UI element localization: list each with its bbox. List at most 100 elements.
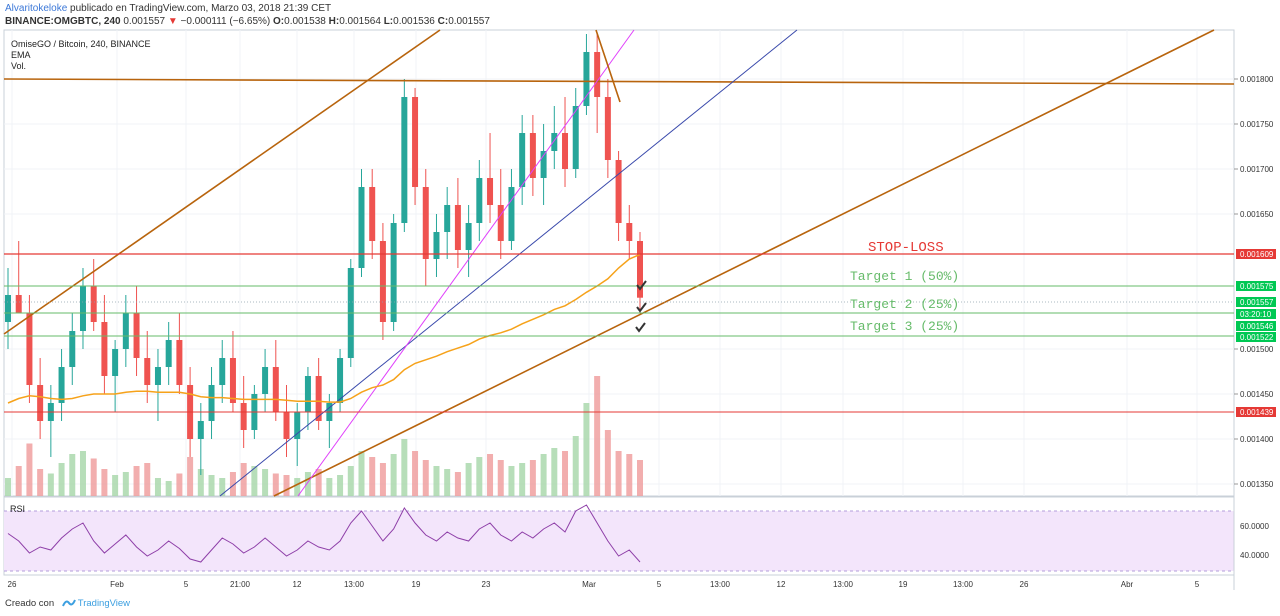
candle-body	[208, 385, 215, 421]
volume-bar	[529, 460, 536, 496]
volume-bar	[390, 454, 397, 496]
volume-bars	[5, 376, 643, 496]
tradingview-brand[interactable]: TradingView	[77, 598, 131, 609]
candle-body	[294, 412, 301, 439]
candle-body	[433, 232, 440, 259]
price-tick-label: 0.001750	[1240, 120, 1274, 129]
author-link[interactable]: Alvaritokeloke	[5, 3, 68, 14]
price-label: 0.001557	[1240, 298, 1274, 307]
volume-bar	[369, 457, 376, 496]
volume-bar	[358, 451, 365, 496]
footer: Creado con TradingView	[5, 598, 130, 609]
legend-title: OmiseGO / Bitcoin, 240, BINANCE	[11, 39, 151, 49]
chart-header: Alvaritokeloke publicado en TradingView.…	[0, 0, 1280, 28]
candle-body	[154, 367, 161, 385]
time-tick-label: 5	[184, 580, 189, 589]
rsi-band	[4, 511, 1234, 571]
time-tick-label: 21:00	[230, 580, 251, 589]
time-tick-label: 26	[8, 580, 17, 589]
volume-bar	[476, 457, 483, 496]
volume-bar	[283, 475, 290, 496]
volume-bar	[444, 469, 451, 496]
close-value: 0.001557	[448, 16, 490, 27]
price-levels	[4, 253, 1234, 413]
target-1-label: Target 1 (50%)	[850, 269, 959, 284]
volume-bar	[433, 466, 440, 496]
candle-body	[79, 286, 86, 331]
volume-bar	[519, 463, 526, 496]
volume-bar	[337, 475, 344, 496]
published-text: publicado en TradingView.com, Marzo 03, …	[70, 3, 332, 14]
volume-bar	[583, 403, 590, 496]
candle-body	[519, 133, 526, 187]
volume-bar	[379, 463, 386, 496]
price-tick-label: 0.001400	[1240, 435, 1274, 444]
candle-body	[272, 367, 279, 412]
volume-bar	[594, 376, 601, 496]
check-icon	[636, 280, 647, 291]
candle-body	[176, 340, 183, 385]
time-tick-label: 13:00	[344, 580, 365, 589]
blue-trendline	[219, 29, 798, 497]
time-tick-label: Abr	[1121, 580, 1134, 589]
time-tick-label: 23	[482, 580, 491, 589]
volume-bar	[497, 460, 504, 496]
price-label-box	[1236, 249, 1276, 259]
high-label: H:	[328, 16, 340, 27]
time-axis: 26 Feb 5 21:00 12 13:00 19 23 Mar 5 13:00 12 13:00 19…	[8, 580, 1200, 589]
candle-body	[551, 133, 558, 151]
created-with-text: Creado con	[5, 598, 55, 609]
candle-body	[101, 322, 108, 376]
candle-body	[197, 421, 204, 439]
candle-body	[358, 187, 365, 268]
volume-bar	[79, 451, 86, 496]
volume-bar	[562, 451, 569, 496]
candle-body	[37, 385, 44, 421]
volume-bar	[262, 469, 269, 496]
volume-bar	[572, 436, 579, 496]
chart-legend: OmiseGO / Bitcoin, 240, BINANCE EMA Vol.	[11, 39, 151, 72]
candle-body	[369, 187, 376, 241]
candle-body	[454, 205, 461, 250]
volume-bar	[412, 451, 419, 496]
volume-bar	[112, 475, 119, 496]
time-tick-label: 5	[657, 580, 662, 589]
price-chart[interactable]: STOP-LOSS Target 1 (50%) Target 2 (25%) …	[0, 0, 1280, 596]
volume-bar	[615, 451, 622, 496]
volume-bar	[229, 472, 236, 496]
price-tick-label: 0.001500	[1240, 345, 1274, 354]
target-3-label: Target 3 (25%)	[850, 319, 959, 334]
candle-body	[315, 376, 322, 421]
candle-body	[229, 358, 236, 403]
candle-body	[444, 205, 451, 232]
price-label-box	[1236, 321, 1276, 331]
price-label-box	[1236, 407, 1276, 417]
candle-body	[476, 178, 483, 223]
volume-bar	[5, 478, 11, 496]
volume-bar	[294, 478, 301, 496]
candle-body	[165, 340, 172, 367]
legend-volume[interactable]: Vol.	[11, 61, 27, 71]
price-label: 0.001522	[1240, 333, 1274, 342]
price-tick-label: 0.001650	[1240, 210, 1274, 219]
legend-ema[interactable]: EMA	[11, 50, 31, 60]
time-tick-label: 13:00	[710, 580, 731, 589]
candle-body	[508, 187, 515, 241]
time-tick-label: Feb	[110, 580, 124, 589]
candle-body	[240, 403, 247, 430]
time-tick-label: 19	[412, 580, 421, 589]
price-label: 03:20:10	[1240, 310, 1272, 319]
candle-body	[540, 151, 547, 178]
candle-body	[594, 52, 601, 97]
volume-bar	[637, 460, 643, 496]
volume-bar	[219, 478, 226, 496]
volume-bar	[465, 463, 472, 496]
check-icon	[635, 322, 646, 333]
price-label: 0.001546	[1240, 322, 1274, 331]
volume-bar	[58, 463, 65, 496]
candle-body	[572, 106, 579, 169]
volume-bar	[197, 469, 204, 496]
time-tick-label: 12	[293, 580, 302, 589]
time-tick-label: Mar	[582, 580, 596, 589]
time-tick-label: 26	[1020, 580, 1029, 589]
